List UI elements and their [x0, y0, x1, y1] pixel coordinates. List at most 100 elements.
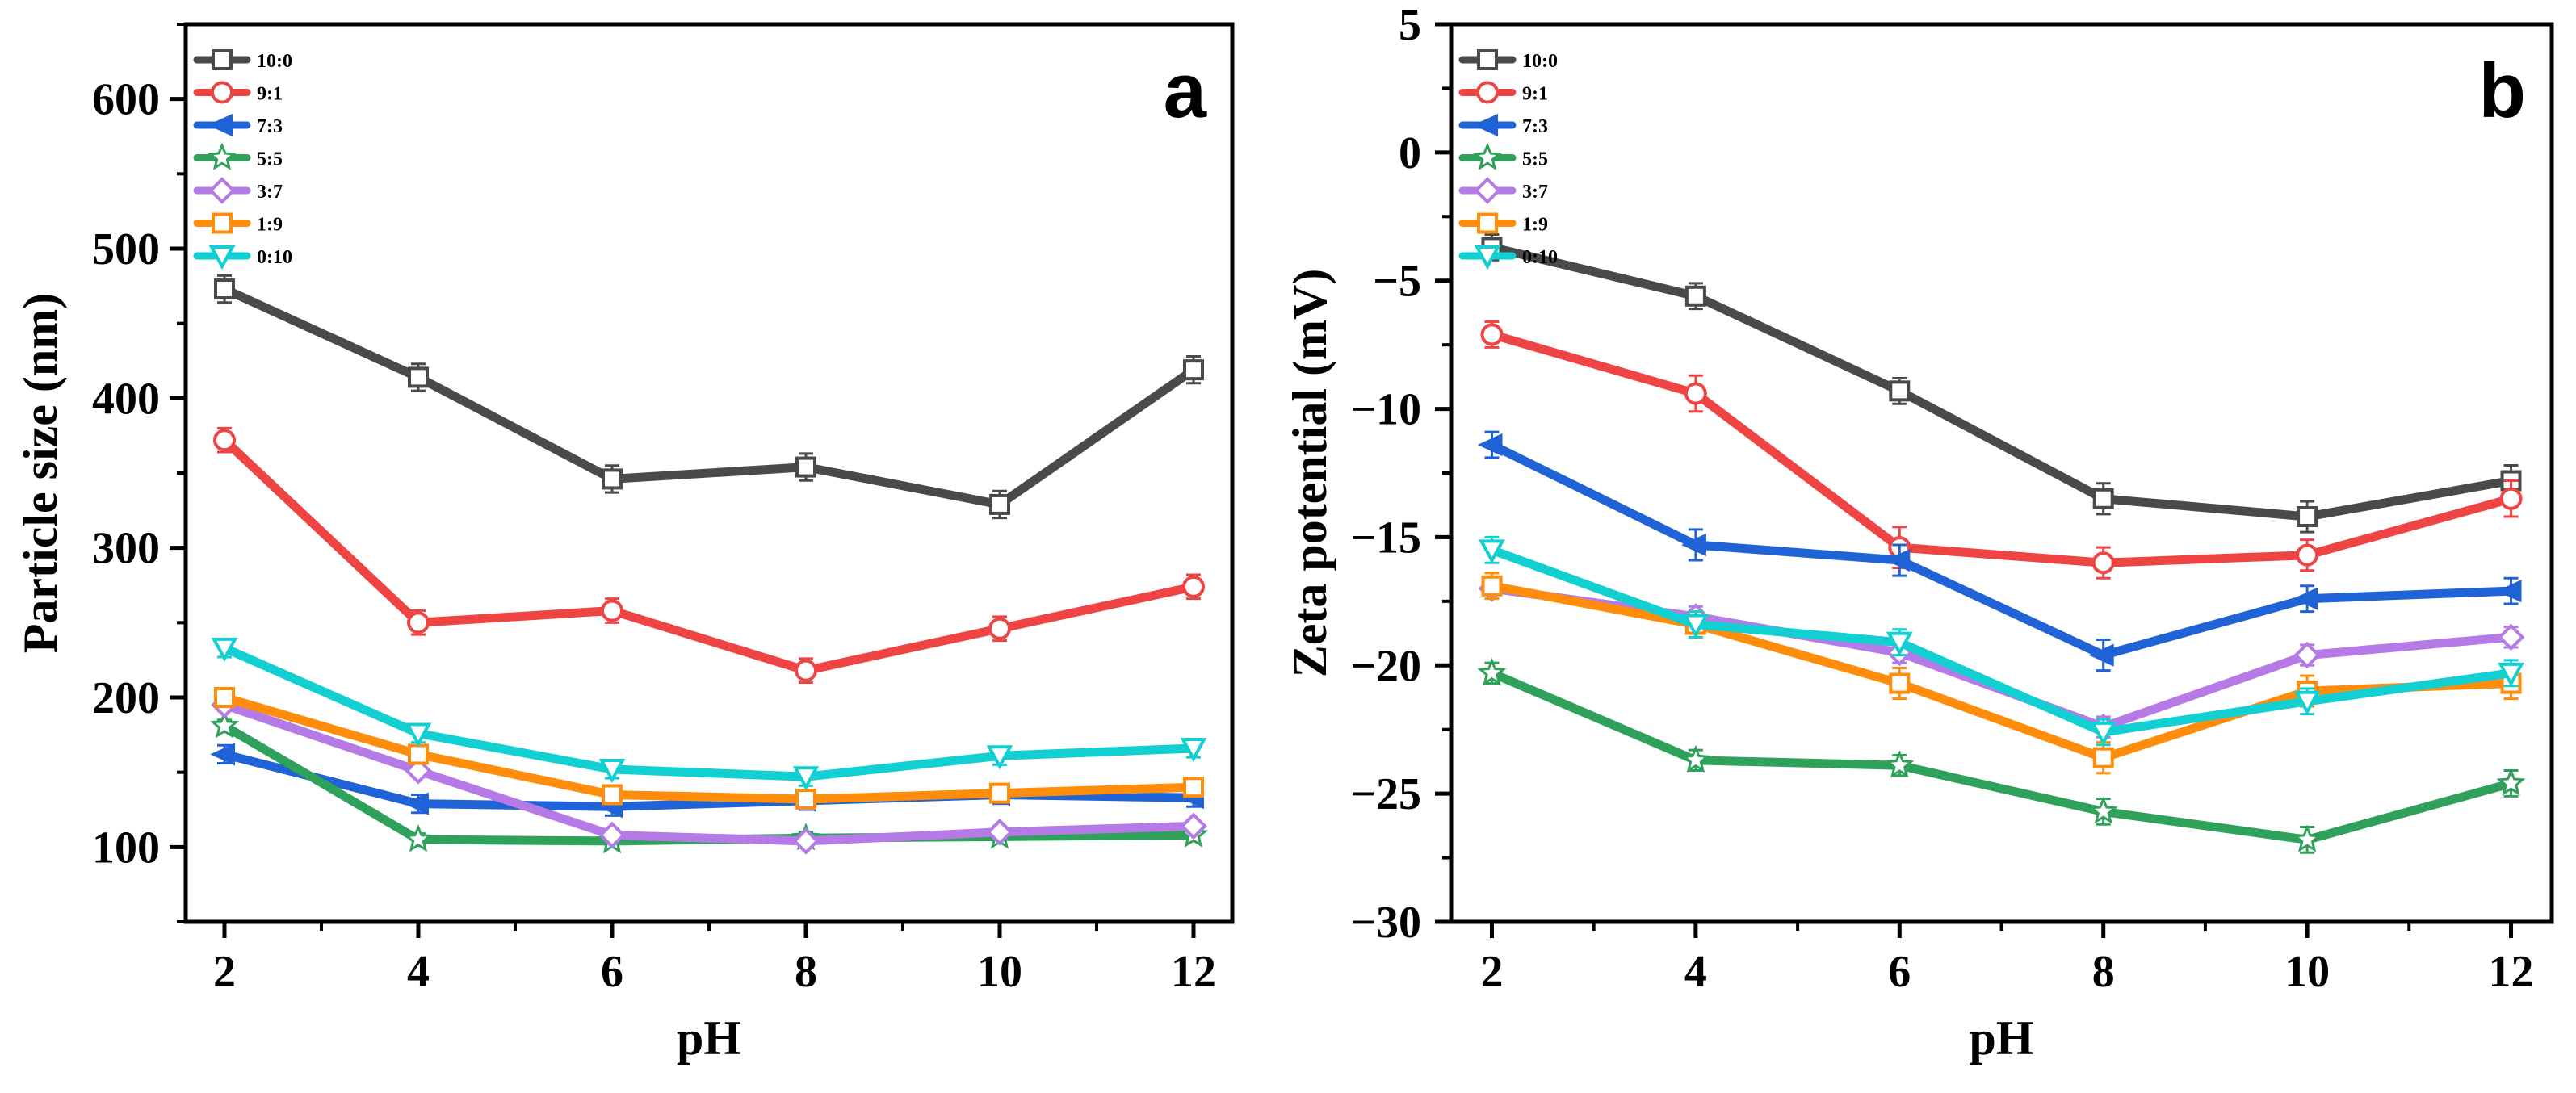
panel-b-legend-item-1-9: 1:9	[1458, 212, 1548, 236]
panel-a-legend-label: 3:7	[257, 182, 283, 203]
panel-a-series-1-9-point	[795, 789, 816, 810]
panel-b-series-5-5-point	[1680, 744, 1710, 773]
panel-a-legend-item-0-10: 0:10	[193, 245, 292, 270]
panel-a-y-tick-label: 500	[92, 224, 160, 274]
panel-b-series-9-1-point	[2091, 551, 2115, 575]
panel-a-legend-label: 10:0	[257, 51, 292, 72]
panel-b-series-5-5-point	[2088, 796, 2118, 824]
panel-a-series-10-0-point	[795, 456, 816, 478]
panel-b-legend-swatch-marker	[1474, 177, 1501, 204]
panel-a-series-10-0-point	[214, 278, 235, 300]
panel-a-series-9-1-point	[795, 659, 817, 682]
panel-b-y-tick-label: 0	[1399, 128, 1421, 178]
panel-a-series-10-0-point	[602, 468, 623, 490]
panel-b-legend-swatch-marker	[1477, 212, 1498, 234]
panel-b-series-10-0-point	[2297, 506, 2318, 528]
panel-b-legend-swatch-marker	[1477, 49, 1498, 70]
panel-a-x-tick-label: 12	[1171, 947, 1216, 997]
panel-a-legend-item-5-5: 5:5	[193, 142, 283, 170]
panel-b-series-1-9-point	[1481, 575, 1503, 597]
panel-b-legend-item-3-7: 3:7	[1458, 177, 1548, 204]
panel-b-series-0-10-point	[1682, 614, 1710, 639]
panel-b-series-0-10	[1479, 535, 2524, 747]
panel-a-y-tick-label: 400	[92, 374, 160, 424]
panel-a-legend-label: 1:9	[257, 215, 283, 236]
panel-a-series-10-0-point	[408, 366, 429, 388]
panel-b-series-7-3-point	[1885, 548, 1911, 572]
panel-b-series-5-5	[1477, 657, 2526, 854]
panel-b-x-axis-title: pH	[1969, 1011, 2033, 1065]
panel-b-series-7-3-point	[2293, 587, 2318, 610]
panel-b-legend-swatch-marker	[1476, 81, 1499, 104]
panel-b-y-tick-label: −5	[1373, 257, 1421, 307]
panel-b-series-10-0-point	[1684, 285, 1706, 307]
panel-b-series-5-5-point	[2496, 768, 2526, 796]
panel-a-x-tick-label: 2	[213, 947, 236, 997]
panel-a-series-1-9-point	[408, 743, 429, 765]
panel-a-series-10-0-point	[989, 493, 1010, 515]
panel-b-series-0-10-point	[1479, 539, 1505, 564]
panel-a-series-10-0-point	[1183, 359, 1204, 381]
panel-b-legend-item-10-0: 10:0	[1458, 49, 1558, 72]
panel-b-legend-label: 10:0	[1522, 51, 1558, 72]
panel-a-series-0-10-point	[792, 766, 820, 791]
panel-b-y-tick-label: −15	[1350, 513, 1421, 563]
panel-a-series-1-9-point	[1183, 777, 1204, 798]
panel-b-letter: b	[2478, 48, 2526, 134]
panel-a-legend-item-7-3: 7:3	[193, 113, 283, 137]
panel-b-y-tick-label: 5	[1399, 0, 1421, 50]
panel-a-series-3-7-point	[792, 827, 820, 855]
panel-a-series-3-7-point	[986, 818, 1013, 846]
panel-a-legend-label: 7:3	[257, 116, 283, 137]
panel-a-legend-swatch-marker	[208, 245, 236, 270]
panel-a-series-9-1	[213, 426, 1205, 684]
panel-a-y-tick-label: 600	[92, 75, 160, 125]
panel-b-legend: 10:0 9:1 7:3 5:5 3:7 1:9 0:10	[1458, 49, 1558, 270]
panel-b-x-tick-label: 4	[1684, 947, 1707, 997]
panel-b-series-9-1-point	[1684, 382, 1707, 405]
panel-a-series-0-10-line	[220, 643, 1198, 781]
panel-a-series-10-0-line	[220, 284, 1198, 509]
panel-b-series-0-10-line	[1487, 545, 2515, 737]
panel-b-series-10-0	[1481, 233, 2522, 534]
panel-b-legend-item-9-1: 9:1	[1458, 81, 1548, 105]
panel-b-series-3-7-point	[2497, 623, 2525, 651]
panel-a-series-1-9-point	[989, 782, 1010, 804]
panel-a-series-0-10-point	[211, 637, 238, 663]
panel-a-legend-label: 5:5	[257, 149, 283, 170]
panel-a-y-tick-label: 200	[92, 673, 160, 723]
panel-a-x-axis-title: pH	[677, 1011, 741, 1065]
panel-a: 2 4 6 8 10 12 100 200 300 400 500 600 pH Particle siz…	[14, 22, 1235, 1065]
panel-b-legend-label: 7:3	[1522, 116, 1548, 137]
panel-b-legend-label: 9:1	[1522, 84, 1548, 105]
panel-a-legend-label: 9:1	[257, 84, 283, 105]
panel-a-x-tick-label: 4	[407, 947, 430, 997]
panel-a-y-tick-label: 300	[92, 524, 160, 574]
panel-b-legend-label: 5:5	[1522, 149, 1548, 170]
panel-a-y-tick-label: 100	[92, 823, 160, 873]
panel-a-series-1-9-point	[602, 784, 623, 806]
panel-b-series-7-3-point	[1477, 433, 1503, 457]
panel-b-x-tick-label: 2	[1480, 947, 1503, 997]
panel-a-series-5-5-point	[403, 824, 434, 852]
panel-a-legend-swatch-marker	[207, 142, 237, 170]
panel-b-x-tick-label: 6	[1888, 947, 1911, 997]
panel-a-series-1-9	[214, 687, 1204, 810]
panel-b-x-tick-label: 8	[2092, 947, 2115, 997]
panel-a-legend-item-3-7: 3:7	[193, 177, 283, 204]
panel-b-series-9-1-point	[1480, 323, 1504, 346]
panel-b-series-3-7-point	[2293, 641, 2321, 669]
panel-b-legend-label: 1:9	[1522, 215, 1548, 236]
panel-a-series-1-9-point	[214, 687, 235, 708]
panel-a-x-tick-label: 10	[977, 947, 1022, 997]
panel-a-series-3-7-line	[220, 700, 1198, 846]
panel-b-legend-label: 3:7	[1522, 182, 1548, 203]
panel-b-series-7-3-point	[1681, 533, 1706, 557]
panel-a-series-9-1-point	[407, 611, 430, 634]
panel-a-legend: 10:0 9:1 7:3 5:5 3:7 1:9 0:10	[193, 49, 292, 270]
panel-a-series-0-10-point	[1180, 738, 1207, 763]
panel-a-series-3-7-point	[1180, 812, 1207, 840]
panel-a-legend-item-10-0: 10:0	[193, 49, 292, 72]
panel-a-series-9-1-point	[988, 617, 1011, 640]
